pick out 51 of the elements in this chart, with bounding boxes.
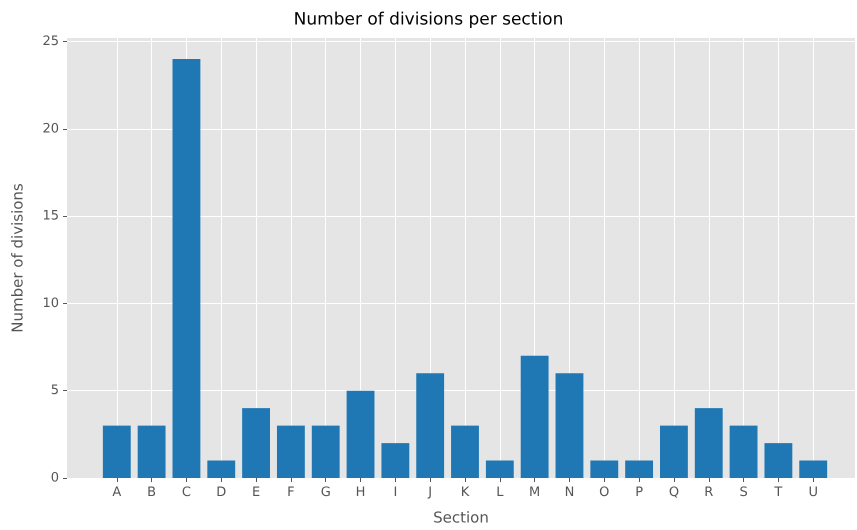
bar <box>799 460 828 478</box>
x-tick-label: P <box>635 485 644 500</box>
x-tick-label: I <box>393 485 398 500</box>
x-tick-label: Q <box>668 485 680 500</box>
x-tick-label: F <box>287 485 295 500</box>
bar <box>276 426 305 478</box>
bar <box>625 460 654 478</box>
x-tick-label: E <box>252 485 260 500</box>
bar <box>486 460 514 478</box>
bar <box>556 373 584 478</box>
x-axis-title: Section <box>433 508 489 526</box>
y-axis-title: Number of divisions <box>8 183 26 333</box>
y-tick-label: 25 <box>42 34 59 49</box>
bar <box>172 58 200 478</box>
y-tick-label: 20 <box>42 121 59 136</box>
bar <box>520 356 549 478</box>
bar <box>451 426 479 478</box>
x-tick-label: D <box>216 485 226 500</box>
bar <box>590 460 618 478</box>
x-tick-label: G <box>320 485 331 500</box>
x-tick-label: S <box>739 485 748 500</box>
bar <box>381 443 410 478</box>
x-tick-label: M <box>529 485 540 500</box>
bar <box>730 426 758 478</box>
x-tick-label: H <box>356 485 366 500</box>
x-tick-label: C <box>182 485 191 500</box>
bar <box>416 373 444 478</box>
x-tick-label: J <box>427 485 432 500</box>
x-tick-label: B <box>147 485 156 500</box>
x-tick-label: L <box>496 485 504 500</box>
bar <box>207 460 236 478</box>
x-tick-label: K <box>460 485 470 500</box>
x-tick-label: R <box>704 485 714 500</box>
x-tick-label: A <box>112 485 122 500</box>
bar <box>694 408 723 478</box>
chart-title: Number of divisions per section <box>294 10 564 30</box>
y-tick-label: 5 <box>50 383 59 398</box>
x-tick-label: U <box>808 485 818 500</box>
bar <box>660 426 688 478</box>
y-tick-label: 0 <box>50 470 59 486</box>
x-tick-label: T <box>773 485 782 500</box>
bar <box>138 426 166 478</box>
x-tick-label: N <box>564 485 574 500</box>
bar <box>102 426 131 478</box>
y-tick-label: 15 <box>42 208 59 224</box>
bar <box>242 408 270 478</box>
bar <box>312 426 340 478</box>
y-tick-label: 10 <box>42 296 59 311</box>
x-tick-label: O <box>599 485 610 500</box>
bar <box>764 443 792 478</box>
bar <box>346 390 374 478</box>
